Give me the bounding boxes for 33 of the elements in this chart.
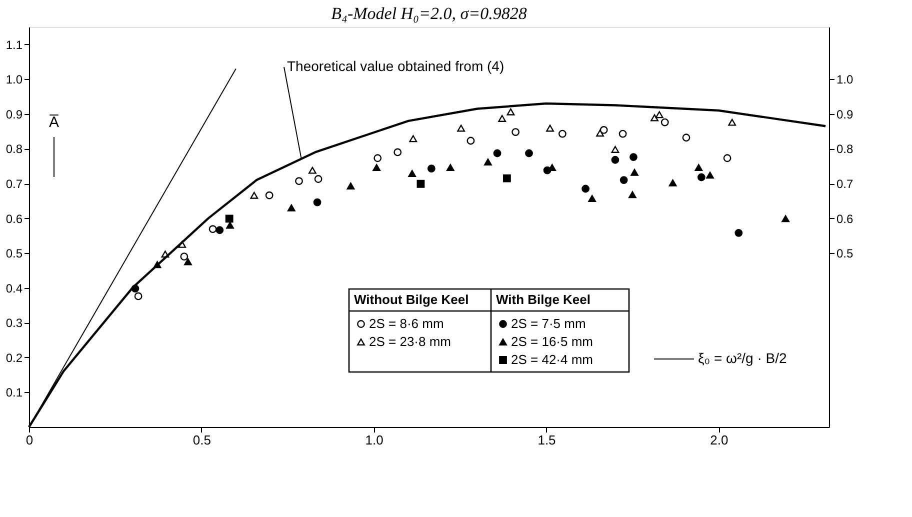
y-tick-label: 0.6 bbox=[6, 212, 23, 226]
legend-label: 2S = 42·4 mm bbox=[511, 352, 594, 367]
x-tick-label: 0 bbox=[26, 432, 34, 448]
y2-tick-label: 0.5 bbox=[836, 246, 854, 261]
y-tick-label: 0.2 bbox=[6, 350, 23, 365]
y-tick-label: 0.8 bbox=[6, 142, 23, 156]
x-axis-title: ξ₀ = ω²/g · B/2 bbox=[698, 350, 787, 366]
x-tick-label: 1.0 bbox=[365, 432, 384, 448]
y2-tick-label: 0.6 bbox=[836, 212, 854, 226]
y-tick-label: 0.7 bbox=[6, 177, 23, 192]
x-tick-label: 1.5 bbox=[538, 432, 556, 448]
legend-label: 2S = 16·5 mm bbox=[511, 334, 594, 349]
y-tick-label: 0.4 bbox=[6, 281, 23, 296]
chart-title: B₄-Model H₀=2.0, σ=0.9828 bbox=[331, 4, 528, 23]
y2-tick-label: 0.9 bbox=[836, 107, 854, 122]
annotation: Theoretical value obtained from (4) bbox=[287, 58, 504, 74]
y-tick-label: 0.5 bbox=[6, 246, 23, 261]
y-tick-label: 1.0 bbox=[6, 72, 23, 87]
y2-tick-label: 1.0 bbox=[836, 72, 854, 87]
y-tick-label: 1.1 bbox=[6, 38, 23, 52]
y-tick-label: 0.3 bbox=[6, 316, 23, 330]
annotation: With Bilge Keel bbox=[496, 292, 591, 307]
legend-label: 2S = 7·5 mm bbox=[511, 316, 586, 331]
y2-tick-label: 0.7 bbox=[836, 177, 854, 192]
legend-label: 2S = 8·6 mm bbox=[369, 316, 444, 331]
legend-label: 2S = 23·8 mm bbox=[369, 334, 452, 349]
y2-tick-label: 0.8 bbox=[836, 142, 854, 156]
y-tick-label: 0.1 bbox=[6, 386, 23, 400]
x-tick-label: 0.5 bbox=[192, 432, 211, 448]
y-axis-title: A̅ bbox=[48, 114, 60, 131]
y-tick-label: 0.9 bbox=[6, 107, 23, 122]
x-tick-label: 2.0 bbox=[710, 432, 728, 448]
annotation: Without Bilge Keel bbox=[354, 292, 469, 307]
